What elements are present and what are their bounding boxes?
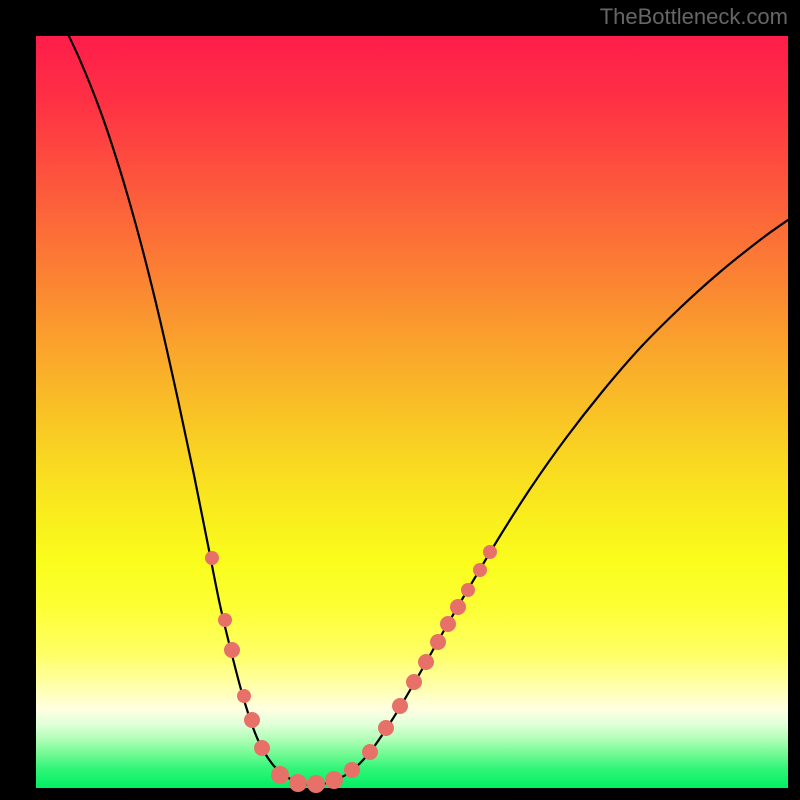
data-marker [237, 689, 251, 703]
data-marker [205, 551, 219, 565]
data-marker [254, 740, 270, 756]
data-marker [378, 720, 394, 736]
data-marker [325, 771, 343, 789]
data-marker [244, 712, 260, 728]
data-marker [224, 642, 240, 658]
data-marker [406, 674, 422, 690]
data-marker [307, 775, 325, 793]
data-marker [430, 634, 446, 650]
data-marker [289, 774, 307, 792]
watermark-text: TheBottleneck.com [600, 4, 788, 30]
data-marker [440, 616, 456, 632]
data-marker [473, 563, 487, 577]
data-marker [483, 545, 497, 559]
chart-svg [0, 0, 800, 800]
data-marker [461, 583, 475, 597]
data-marker [418, 654, 434, 670]
data-marker [362, 744, 378, 760]
data-marker [218, 613, 232, 627]
data-marker [392, 698, 408, 714]
data-marker [450, 599, 466, 615]
data-marker [271, 766, 289, 784]
data-marker [344, 762, 360, 778]
